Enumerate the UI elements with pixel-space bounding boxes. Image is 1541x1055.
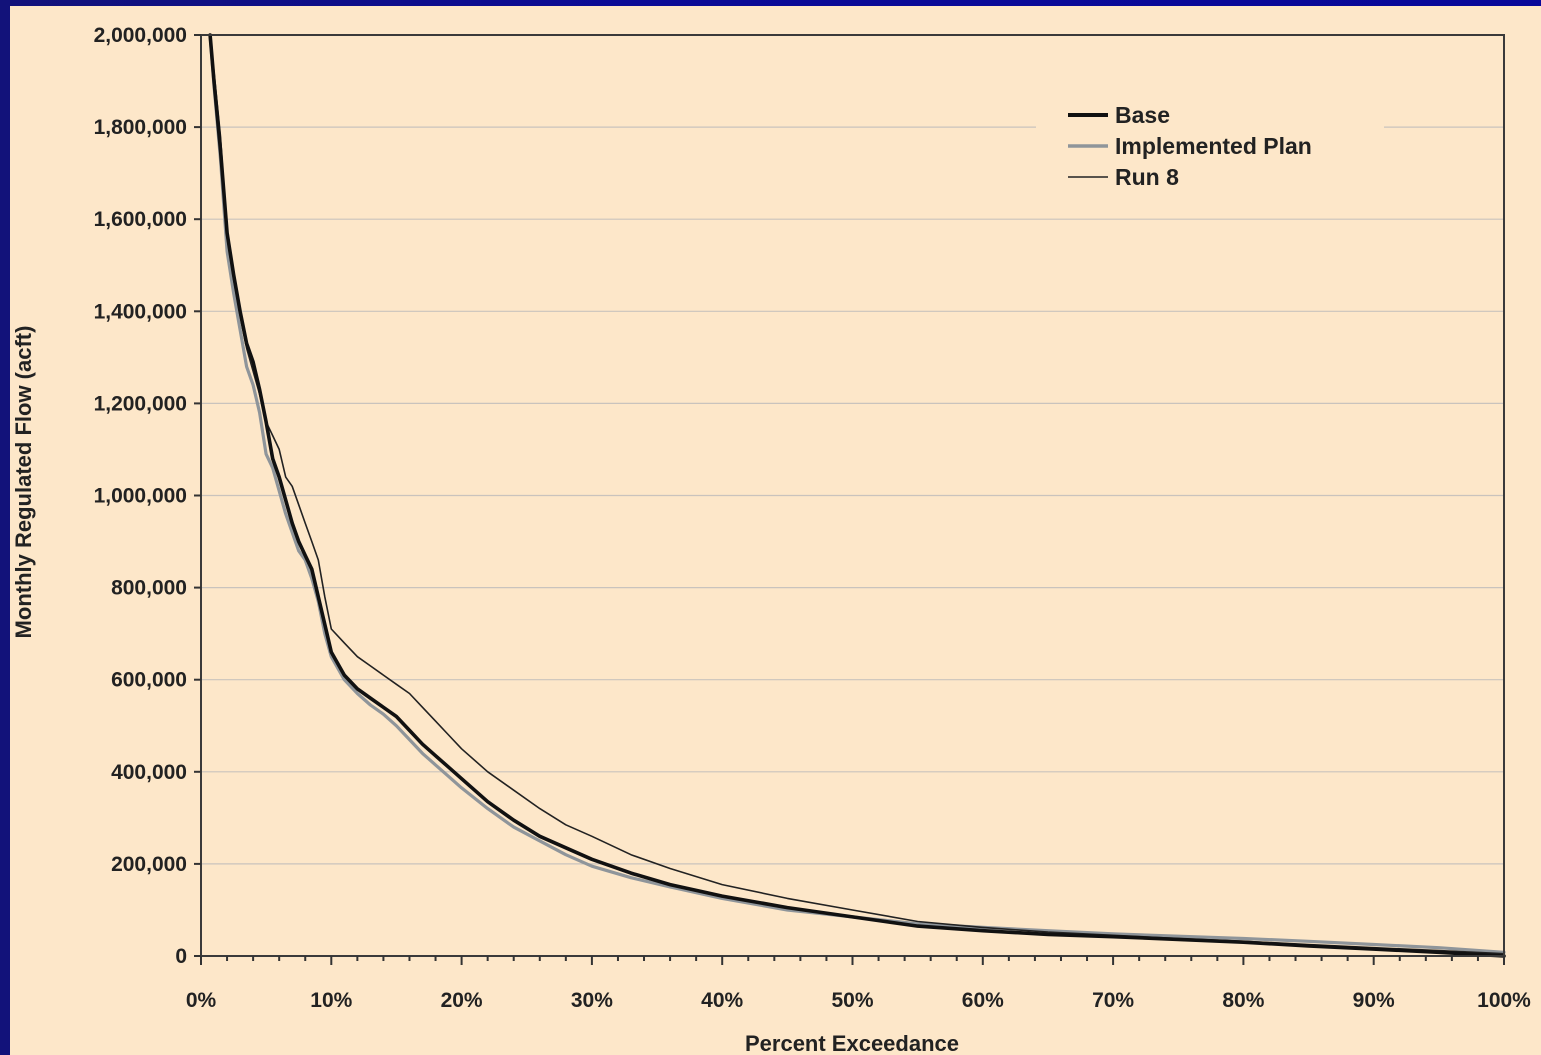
y-tick-label: 1,600,000: [94, 208, 187, 231]
x-tick-label: 70%: [1092, 989, 1134, 1012]
y-tick-label: 1,000,000: [94, 485, 187, 508]
y-tick-label: 800,000: [111, 577, 187, 600]
y-tick-label: 0: [175, 945, 187, 968]
y-tick-label: 200,000: [111, 853, 187, 876]
x-tick-label: 10%: [310, 989, 352, 1012]
y-axis: 0 200,000 400,000 600,000 800,000 1,000,000 1,…: [94, 24, 201, 968]
legend-label-implemented-plan: Implemented Plan: [1115, 133, 1312, 159]
gridlines: [201, 34, 1504, 865]
x-tick-label: 20%: [441, 989, 483, 1012]
y-tick-label: 1,800,000: [94, 116, 187, 139]
x-axis-title: Percent Exceedance: [745, 1031, 959, 1055]
x-tick-label: 90%: [1353, 989, 1395, 1012]
series-lines: [208, 33, 1506, 958]
y-tick-label: 600,000: [111, 669, 187, 692]
y-tick-label: 400,000: [111, 761, 187, 784]
y-tick-label: 1,400,000: [94, 300, 187, 323]
x-tick-label: 100%: [1477, 989, 1531, 1012]
legend-label-base: Base: [1115, 102, 1170, 128]
x-tick-label: 50%: [831, 989, 873, 1012]
x-tick-label: 40%: [701, 989, 743, 1012]
legend: Base Implemented Plan Run 8: [1036, 100, 1384, 196]
x-tick-label: 0%: [186, 989, 217, 1012]
y-tick-label: 2,000,000: [94, 24, 187, 47]
x-axis: 0% 10% 20% 30% 40% 50% 60% 70% 80% 90% 100%: [186, 956, 1531, 1012]
x-tick-label: 60%: [962, 989, 1004, 1012]
y-axis-title: Monthly Regulated Flow (acft): [11, 326, 36, 639]
x-tick-label: 30%: [571, 989, 613, 1012]
series-line-base: [208, 33, 1506, 958]
legend-label-run-8: Run 8: [1115, 164, 1179, 190]
x-tick-label: 80%: [1222, 989, 1264, 1012]
y-tick-label: 1,200,000: [94, 392, 187, 415]
